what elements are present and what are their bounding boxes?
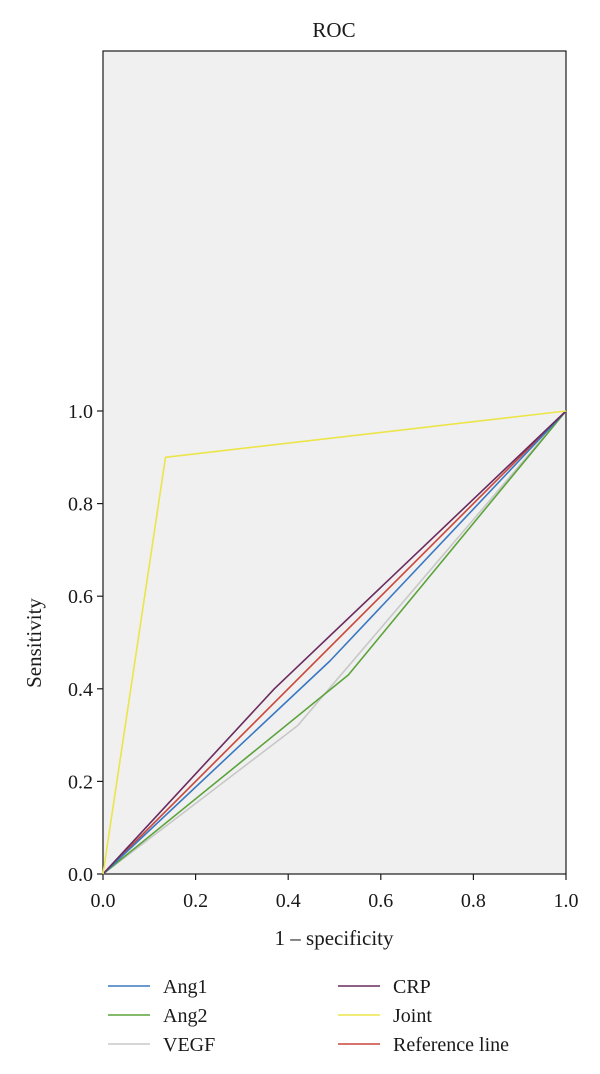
legend-item: CRP — [338, 976, 431, 998]
legend-item: Reference line — [338, 1034, 509, 1056]
x-tick-label: 0.4 — [276, 890, 301, 912]
legend-label: Ang1 — [163, 976, 207, 998]
legend-label: Reference line — [393, 1034, 509, 1056]
x-tick-label: 0.0 — [91, 890, 116, 912]
legend-item: VEGF — [108, 1034, 215, 1056]
series-line-crp — [102, 410, 567, 875]
x-tick-label: 0.2 — [183, 890, 208, 912]
x-axis-label: 1 – specificity — [275, 926, 394, 950]
y-tick-label: 0.2 — [68, 771, 93, 793]
legend: Ang1 Ang2 VEGF CRP Joint Reference line — [108, 976, 509, 1056]
legend-item: Ang2 — [108, 1005, 207, 1027]
series-line-reference-line — [102, 410, 567, 875]
y-tick-label: 1.0 — [68, 401, 93, 423]
legend-label: VEGF — [163, 1034, 215, 1056]
axes: 0.0 0.2 0.4 0.6 0.8 1.0 0.0 0.2 0.4 0.6 0.8 1.0 — [68, 401, 579, 912]
legend-item: Ang1 — [108, 976, 207, 998]
legend-label: Ang2 — [163, 1005, 207, 1027]
legend-item: Joint — [338, 1005, 432, 1027]
x-tick-label: 1.0 — [554, 890, 579, 912]
series-line-ang1 — [102, 410, 567, 875]
x-tick-label: 0.8 — [461, 890, 486, 912]
y-tick-label: 0.4 — [68, 679, 93, 701]
plot-area — [102, 50, 567, 875]
x-tick-label: 0.6 — [368, 890, 393, 912]
series-line-joint — [102, 410, 567, 875]
series-lines — [102, 410, 567, 875]
chart-title: ROC — [312, 18, 355, 42]
legend-label: Joint — [393, 1005, 432, 1027]
legend-label: CRP — [393, 976, 431, 998]
y-tick-label: 0.8 — [68, 494, 93, 516]
y-tick-label: 0.0 — [68, 864, 93, 886]
series-line-vegf — [102, 410, 567, 875]
y-axis-label: Sensitivity — [22, 598, 46, 688]
series-line-ang2 — [102, 410, 567, 875]
y-tick-label: 0.6 — [68, 586, 93, 608]
